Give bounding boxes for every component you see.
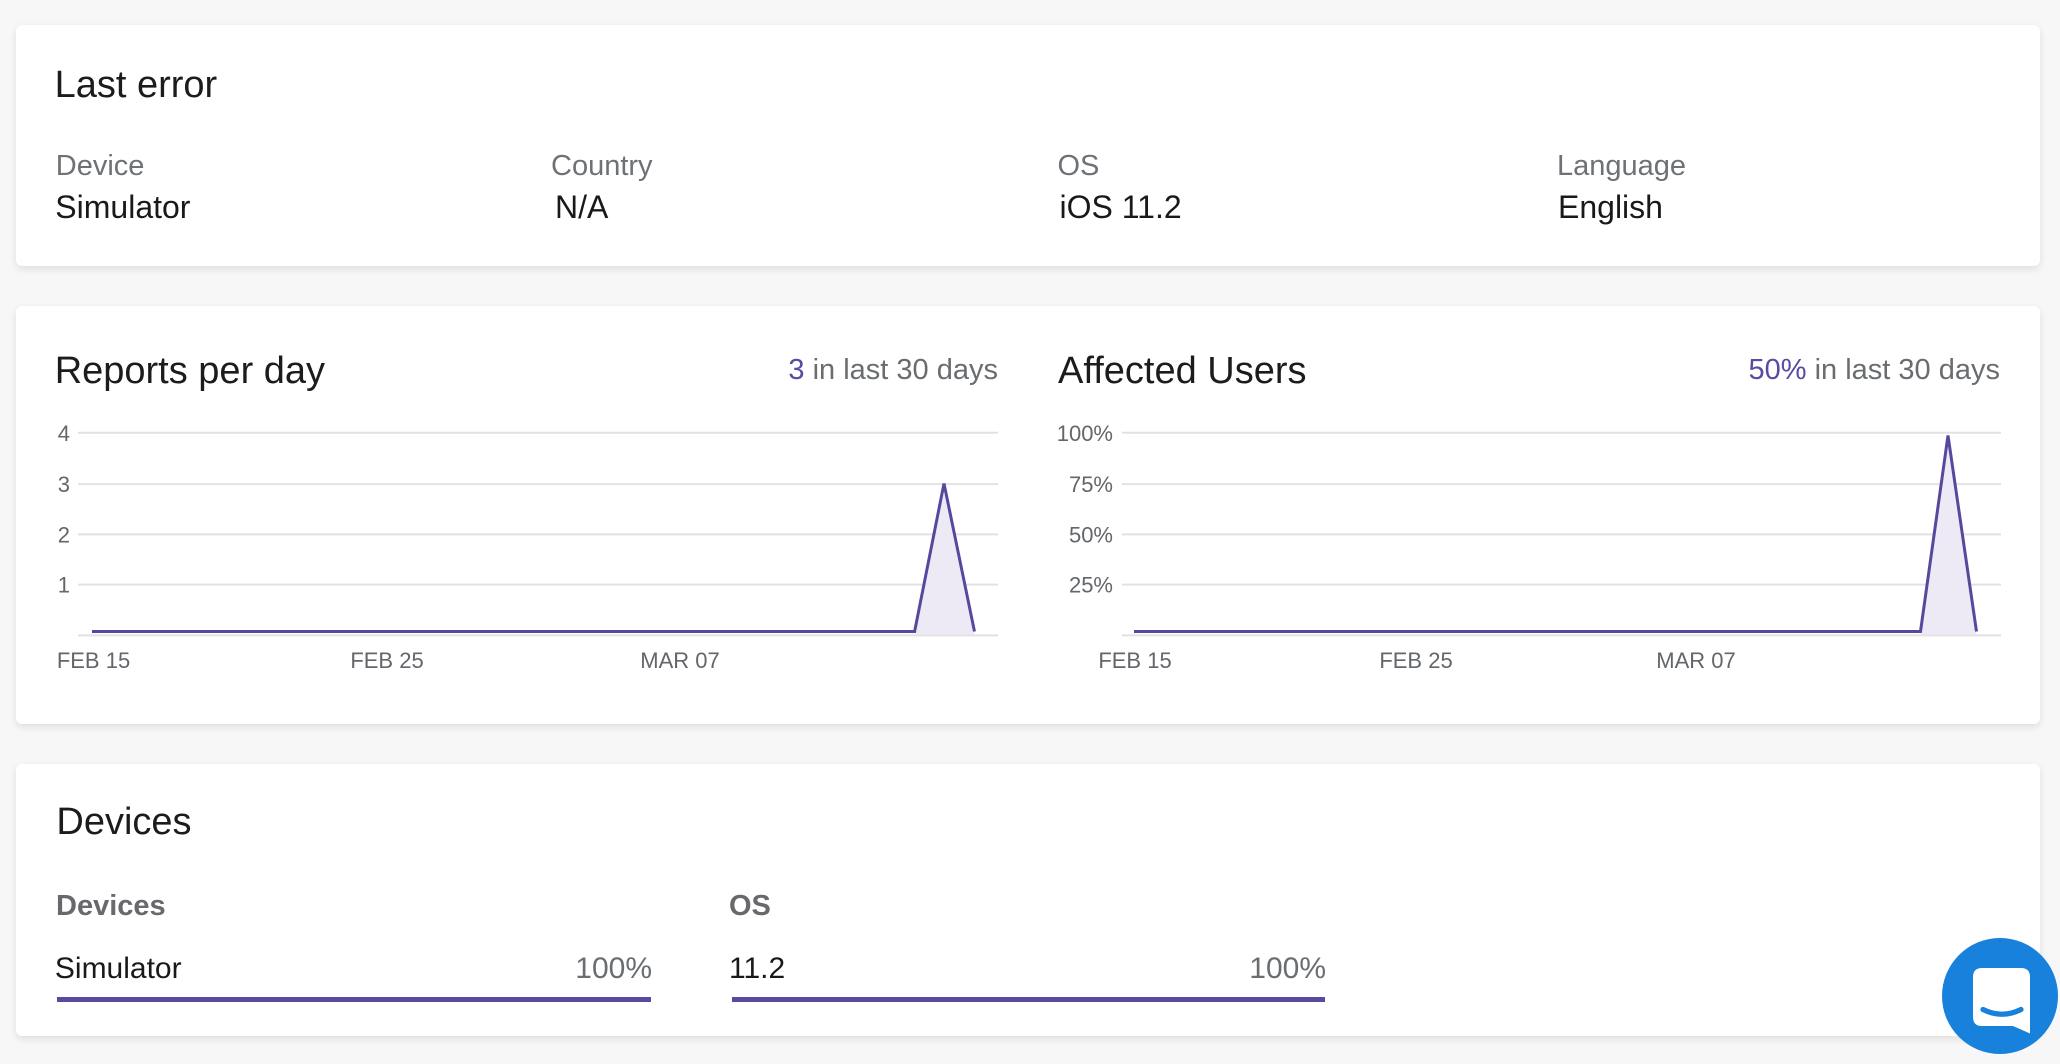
- svg-text:100%: 100%: [1057, 421, 1113, 446]
- svg-text:MAR 07: MAR 07: [640, 648, 719, 673]
- svg-text:3: 3: [58, 472, 70, 497]
- svg-text:FEB 15: FEB 15: [1098, 648, 1171, 673]
- svg-text:MAR 07: MAR 07: [1656, 648, 1735, 673]
- svg-text:1: 1: [58, 573, 70, 598]
- svg-text:2: 2: [58, 522, 70, 547]
- svg-text:75%: 75%: [1069, 472, 1113, 497]
- svg-text:FEB 25: FEB 25: [350, 648, 423, 673]
- svg-text:50%: 50%: [1069, 522, 1113, 547]
- svg-text:4: 4: [58, 421, 70, 446]
- svg-text:FEB 25: FEB 25: [1379, 648, 1452, 673]
- svg-text:25%: 25%: [1069, 573, 1113, 598]
- svg-text:FEB 15: FEB 15: [57, 648, 130, 673]
